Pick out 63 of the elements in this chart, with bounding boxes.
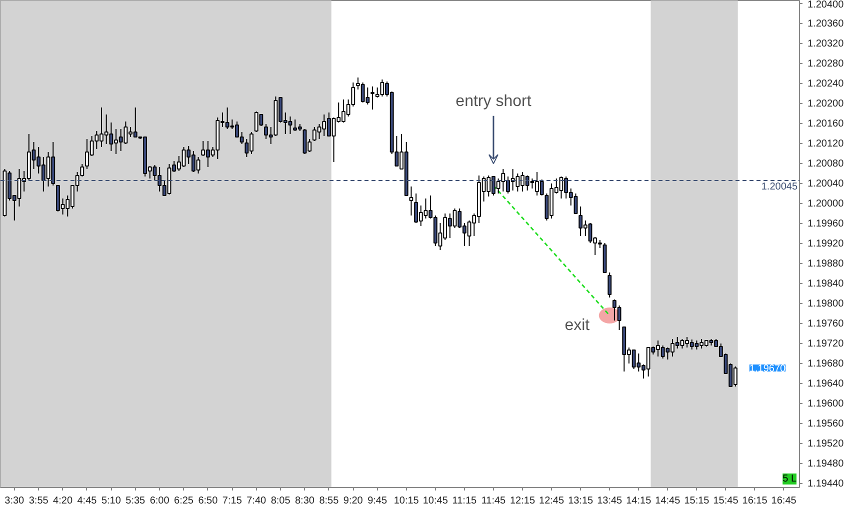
annotation: exit bbox=[564, 317, 590, 334]
x-tick-label: 14:45 bbox=[655, 496, 681, 506]
y-tick-label: 1.20280 bbox=[808, 58, 844, 70]
y-tick-label: 1.20160 bbox=[808, 118, 844, 130]
x-tick-label: 3:30 bbox=[4, 496, 25, 506]
y-tick-label: 1.20120 bbox=[808, 138, 844, 150]
x-tick-label: 14:15 bbox=[626, 496, 652, 506]
x-tick-label: 9:45 bbox=[368, 496, 388, 506]
y-tick-label: 1.19600 bbox=[808, 398, 844, 410]
y-tick-label: 1.19680 bbox=[808, 358, 844, 370]
y-tick-label: 1.19440 bbox=[808, 478, 844, 490]
y-tick-label: 1.19520 bbox=[808, 438, 844, 450]
x-tick-label: 11:45 bbox=[481, 496, 506, 506]
y-tick-label: 1.19480 bbox=[808, 458, 844, 470]
x-tick-label: 7:40 bbox=[246, 496, 267, 506]
candlestick bbox=[370, 86, 374, 110]
annotation: 5 L bbox=[782, 474, 797, 484]
y-tick-label: 1.20400 bbox=[808, 0, 844, 10]
x-tick-label: 6:00 bbox=[150, 496, 170, 506]
y-tick-label: 1.19800 bbox=[808, 298, 844, 310]
x-tick-label: 5:10 bbox=[101, 496, 122, 506]
x-tick-label: 16:45 bbox=[771, 496, 797, 506]
x-tick-label: 13:45 bbox=[597, 496, 623, 506]
y-tick-label: 1.20200 bbox=[808, 98, 844, 110]
y-tick-label: 1.20000 bbox=[808, 198, 844, 210]
x-tick-label: 11:15 bbox=[452, 496, 478, 506]
y-tick-label: 1.20360 bbox=[808, 18, 844, 30]
candlestick bbox=[608, 272, 612, 298]
x-tick-label: 8:55 bbox=[319, 496, 340, 506]
x-tick-label: 8:30 bbox=[295, 496, 315, 506]
y-tick-label: 1.19640 bbox=[808, 378, 844, 390]
x-tick-label: 13:15 bbox=[568, 496, 594, 506]
y-tick-label: 1.19840 bbox=[808, 278, 844, 290]
x-tick-label: 7:15 bbox=[222, 496, 242, 506]
x-tick-label: 10:15 bbox=[394, 496, 420, 506]
y-tick-label: 1.19760 bbox=[808, 318, 844, 330]
x-tick-label: 8:05 bbox=[270, 496, 291, 506]
x-tick-label: 10:45 bbox=[422, 496, 448, 506]
x-tick-label: 6:25 bbox=[174, 496, 194, 506]
ref-line-label: 1.20045 bbox=[761, 182, 798, 192]
x-tick-label: 12:45 bbox=[539, 496, 564, 506]
y-tick-label: 1.20320 bbox=[808, 38, 844, 50]
x-tick-label: 16:15 bbox=[742, 496, 768, 506]
annotation: entry short bbox=[456, 92, 532, 110]
x-tick-label: 15:15 bbox=[684, 496, 710, 506]
y-tick-label: 1.19720 bbox=[808, 338, 844, 350]
x-tick-label: 4:20 bbox=[53, 496, 73, 506]
y-tick-label: 1.19920 bbox=[808, 238, 844, 250]
x-tick-label: 4:45 bbox=[77, 496, 98, 506]
candlestick bbox=[409, 186, 414, 216]
y-tick-label: 1.20240 bbox=[808, 78, 844, 90]
annotation: 1.19670 bbox=[749, 364, 786, 374]
x-tick-label: 3:55 bbox=[28, 496, 49, 506]
x-tick-label: 6:50 bbox=[198, 496, 218, 506]
x-tick-label: 12:15 bbox=[510, 496, 536, 506]
y-tick-label: 1.19560 bbox=[808, 418, 844, 430]
y-tick-label: 1.20080 bbox=[808, 158, 844, 170]
x-tick-label: 15:45 bbox=[713, 496, 739, 506]
y-tick-label: 1.19960 bbox=[808, 218, 844, 230]
y-tick-label: 1.19880 bbox=[808, 258, 844, 270]
x-tick-label: 9:20 bbox=[343, 496, 364, 506]
y-tick-label: 1.20040 bbox=[808, 178, 844, 190]
x-tick-label: 5:35 bbox=[126, 496, 146, 506]
